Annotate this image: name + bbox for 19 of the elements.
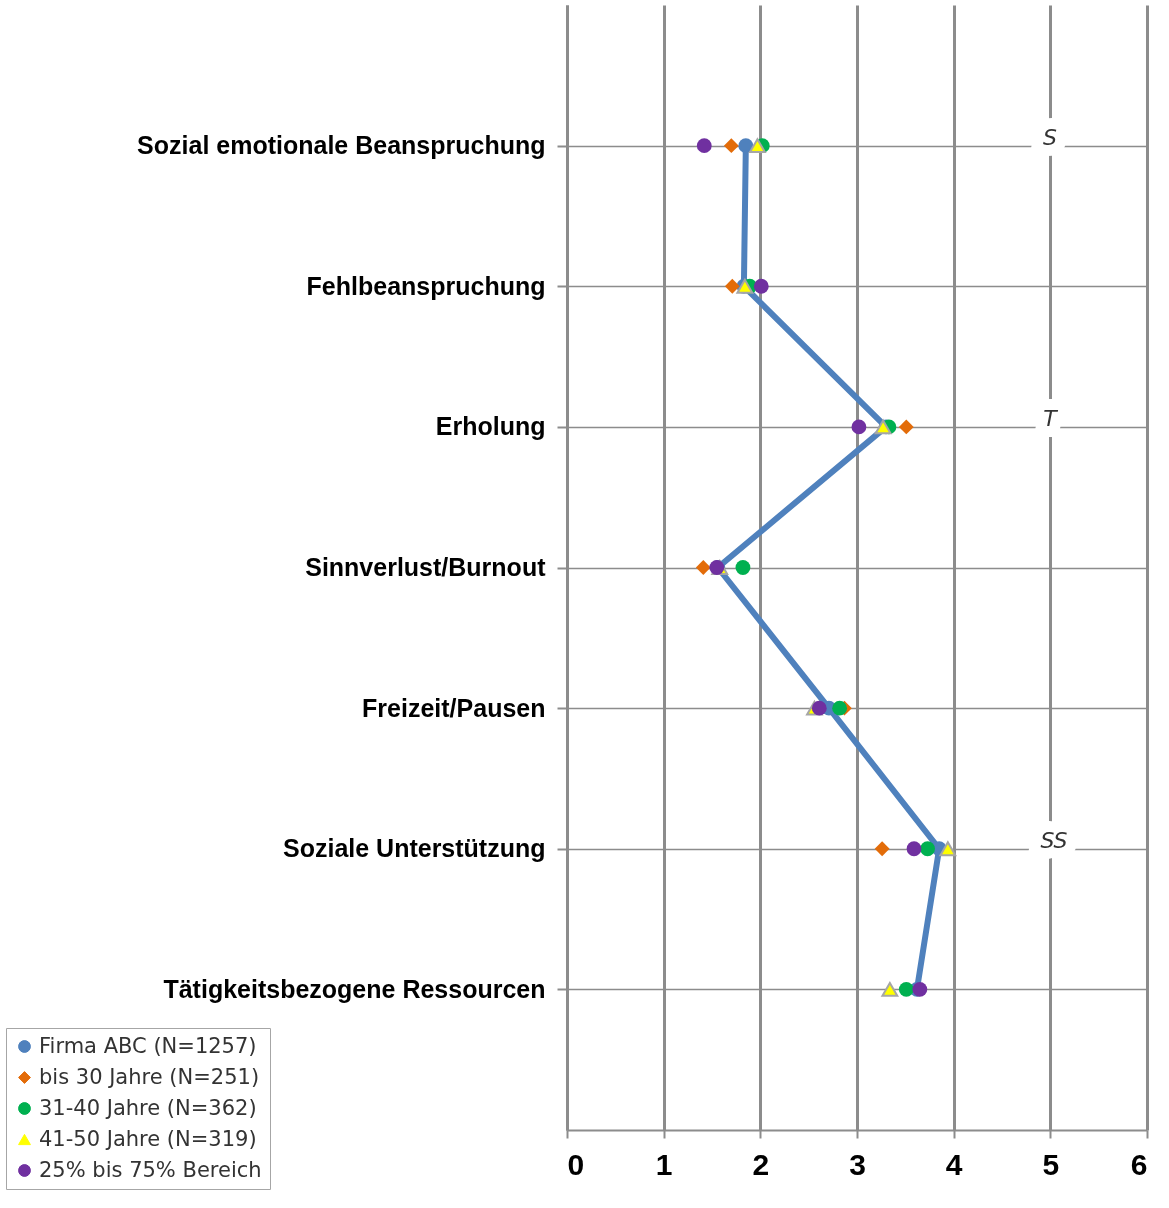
x-tick-label: 1 — [655, 1147, 673, 1181]
y-tick-label: Sinnverlust/Burnout — [305, 553, 547, 581]
legend-label: 41-50 Jahre (N=319) — [39, 1126, 257, 1151]
legend-label: 25% bis 75% Bereich — [39, 1157, 262, 1182]
x-tick-label: 3 — [849, 1147, 866, 1181]
x-tick-label: 5 — [1042, 1147, 1060, 1181]
y-tick-label: Erholung — [435, 412, 546, 441]
x-tick-label: 6 — [1130, 1147, 1148, 1181]
y-tick-label: Fehlbeanspruchung — [306, 271, 546, 300]
y-tick-label: Sozial emotionale Beanspruchung — [137, 131, 546, 160]
x-tick-label: 4 — [945, 1147, 963, 1181]
y-tick-label: Soziale Unterstützung — [282, 834, 546, 863]
y-tick-label: Tätigkeitsbezogene Ressourcen — [163, 974, 546, 1003]
legend-label: bis 30 Jahre (N=251) — [39, 1064, 260, 1089]
x-tick-label: 2 — [752, 1147, 770, 1181]
y-tick-label: Freizeit/Pausen — [362, 693, 546, 722]
legend-label: Firma ABC (N=1257) — [39, 1033, 257, 1058]
x-tick-label: 0 — [567, 1147, 585, 1181]
legend-label: 31-40 Jahre (N=362) — [39, 1095, 257, 1120]
